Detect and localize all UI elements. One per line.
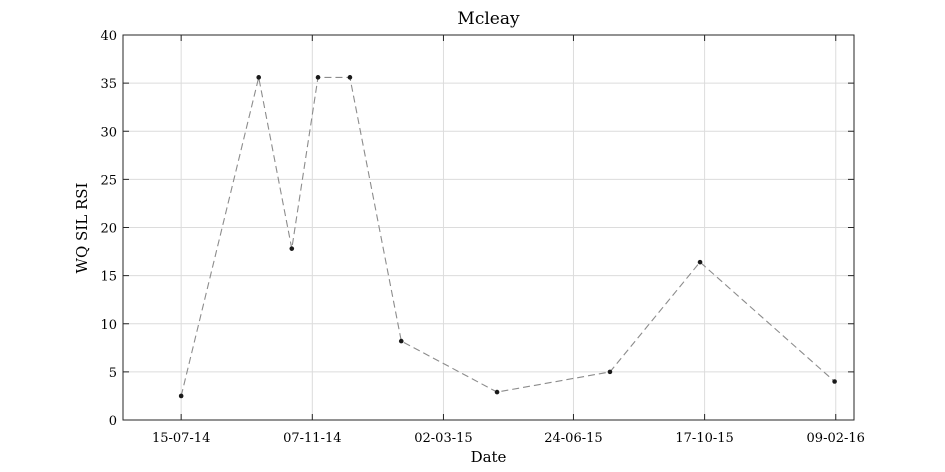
y-tick-label: 35: [100, 77, 117, 92]
series-line: [180, 76, 835, 397]
x-tick-label: 09-02-16: [807, 431, 865, 446]
y-tick-label: 15: [100, 270, 117, 285]
data-point: [347, 75, 353, 80]
data-point: [289, 246, 295, 251]
y-tick-label: 30: [100, 125, 117, 140]
grid: [123, 34, 854, 421]
y-tick-label: 20: [100, 222, 117, 237]
x-tick-label: 17-10-15: [675, 431, 733, 446]
x-tick-label: 02-03-15: [414, 431, 472, 446]
y-tick-label: 5: [109, 366, 117, 381]
data-point: [398, 338, 404, 344]
data-point: [256, 75, 262, 80]
chart-title: Mcleay: [457, 9, 520, 29]
data-point: [697, 259, 703, 265]
series: [178, 75, 837, 399]
x-tick-label: 15-07-14: [152, 431, 210, 446]
x-axis-label: Date: [471, 448, 507, 466]
y-tick-label: 25: [100, 173, 117, 188]
x-tick-label: 24-06-15: [544, 431, 602, 446]
x-tick-label: 07-11-14: [283, 431, 341, 446]
data-point: [494, 389, 500, 395]
data-point: [178, 393, 184, 399]
y-axis-label: WQ SIL RSI: [73, 182, 91, 273]
y-tick-label: 40: [100, 29, 117, 44]
data-point: [832, 379, 837, 384]
data-point: [607, 369, 613, 375]
y-tick-label: 10: [100, 318, 117, 333]
ticks: 15-07-14 07-11-14 02-03-15 24-06-15 17-10-15…: [100, 29, 865, 446]
y-tick-label: 0: [109, 414, 117, 429]
data-point: [315, 75, 321, 80]
